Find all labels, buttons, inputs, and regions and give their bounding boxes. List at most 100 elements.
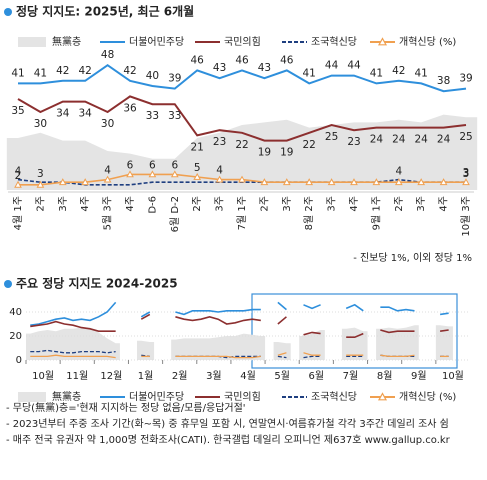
x-tick-label: 7월 1주 (236, 196, 248, 230)
x-tick-label: 2주 (259, 196, 270, 212)
value-label: 3 (463, 168, 470, 180)
value-label: 23 (347, 136, 360, 148)
value-label: 48 (101, 49, 114, 61)
value-label: 41 (11, 67, 24, 79)
area (273, 342, 291, 360)
series-line (303, 352, 321, 356)
value-label: 34 (79, 108, 93, 120)
x-tick-label: 12월 (100, 370, 122, 382)
value-label: 39 (168, 73, 181, 85)
marker (58, 178, 67, 186)
value-label: 42 (56, 65, 69, 77)
value-label: 25 (325, 131, 338, 143)
x-tick-label: 5월 3주 (102, 196, 114, 230)
series-line (277, 301, 287, 311)
note: - 매주 전국 유권자 약 1,000명 전화조사(CATI). 한국갤럽 데일… (6, 434, 451, 446)
x-tick-label: 3주 (416, 196, 427, 212)
marker (394, 178, 403, 186)
value-label: 4 (104, 165, 111, 177)
x-tick-label: 6월 (309, 370, 325, 382)
value-label: 41 (415, 67, 428, 79)
legend-label: 더불어민주당 (129, 391, 184, 403)
area (299, 330, 325, 360)
value-label: 41 (303, 67, 316, 79)
marker (417, 178, 426, 186)
value-label: 40 (146, 70, 159, 82)
x-tick-label: 4주 (80, 196, 91, 212)
x-tick-label: 1월 (138, 370, 154, 382)
legend-label: 국민의힘 (224, 36, 261, 48)
series-line (440, 312, 449, 316)
x-tick-label: 4월 (240, 370, 256, 382)
value-label: 34 (56, 108, 70, 120)
marker (238, 175, 246, 183)
series-line (30, 320, 116, 332)
series-line (30, 349, 116, 354)
x-tick-label: 9월 1주 (370, 196, 382, 230)
area (137, 340, 155, 360)
value-label: 30 (34, 118, 47, 130)
chart-title: 주요 정당 지지도 2024-2025 (16, 276, 178, 291)
marker (103, 175, 112, 183)
legend-label: 개혁신당 (%) (399, 36, 456, 48)
x-tick-label: 10월 (442, 370, 464, 382)
series-line (380, 329, 415, 334)
legend-label: 더불어민주당 (129, 36, 184, 48)
marker (462, 178, 470, 186)
x-tick-label: 3주 (58, 196, 69, 212)
legend-swatch (18, 392, 46, 402)
marker (36, 180, 45, 188)
marker (81, 178, 90, 186)
title-bullet (4, 8, 12, 16)
value-label: 24 (392, 134, 406, 146)
value-label: 22 (235, 139, 248, 151)
value-label: 44 (325, 60, 339, 72)
value-label: 30 (101, 118, 114, 130)
value-label: 3 (463, 167, 470, 179)
series-line (345, 303, 364, 312)
value-label: 21 (191, 141, 204, 153)
y-tick-label: 20 (9, 331, 22, 342)
marker (193, 172, 202, 180)
series-line (140, 311, 151, 318)
value-label: 19 (280, 147, 293, 159)
value-label: 33 (146, 110, 159, 122)
x-tick-label: 4월 1주 (12, 196, 24, 230)
x-tick-label: 4주 (349, 196, 360, 212)
series-line (346, 332, 364, 338)
value-label: 41 (34, 67, 47, 79)
series-line (30, 301, 117, 326)
marker (170, 170, 179, 178)
area (6, 114, 478, 190)
value-label: 24 (437, 134, 451, 146)
area (435, 325, 453, 360)
value-label: 3 (37, 168, 44, 180)
area (376, 325, 419, 360)
x-tick-label: 3주 (327, 196, 338, 212)
series-line (30, 354, 116, 359)
value-label: 42 (79, 65, 92, 77)
legend-label: 無黨층 (52, 390, 81, 403)
x-tick-label: 9월 (411, 370, 427, 382)
value-label: 25 (459, 131, 472, 143)
x-tick-label: 11월 (66, 370, 88, 382)
value-label: 2 (15, 170, 22, 182)
value-label: 35 (11, 105, 24, 117)
legend-swatch (377, 392, 388, 401)
value-label: 36 (123, 102, 137, 114)
series-line (18, 63, 467, 93)
marker (148, 170, 157, 178)
marker (126, 170, 134, 178)
value-label: 4 (395, 166, 402, 178)
series-line (303, 304, 321, 310)
value-label: 5 (194, 162, 201, 174)
chart-title: 정당 지지도: 2025년, 최근 6개월 (16, 4, 194, 19)
value-label: 6 (171, 159, 178, 171)
x-tick-label: 3주 (215, 196, 226, 212)
legend-swatch (377, 37, 388, 46)
series-line (277, 352, 287, 356)
series-line (440, 329, 449, 332)
value-label: 43 (258, 62, 271, 74)
legend-swatch (18, 37, 46, 47)
marker (350, 178, 358, 186)
